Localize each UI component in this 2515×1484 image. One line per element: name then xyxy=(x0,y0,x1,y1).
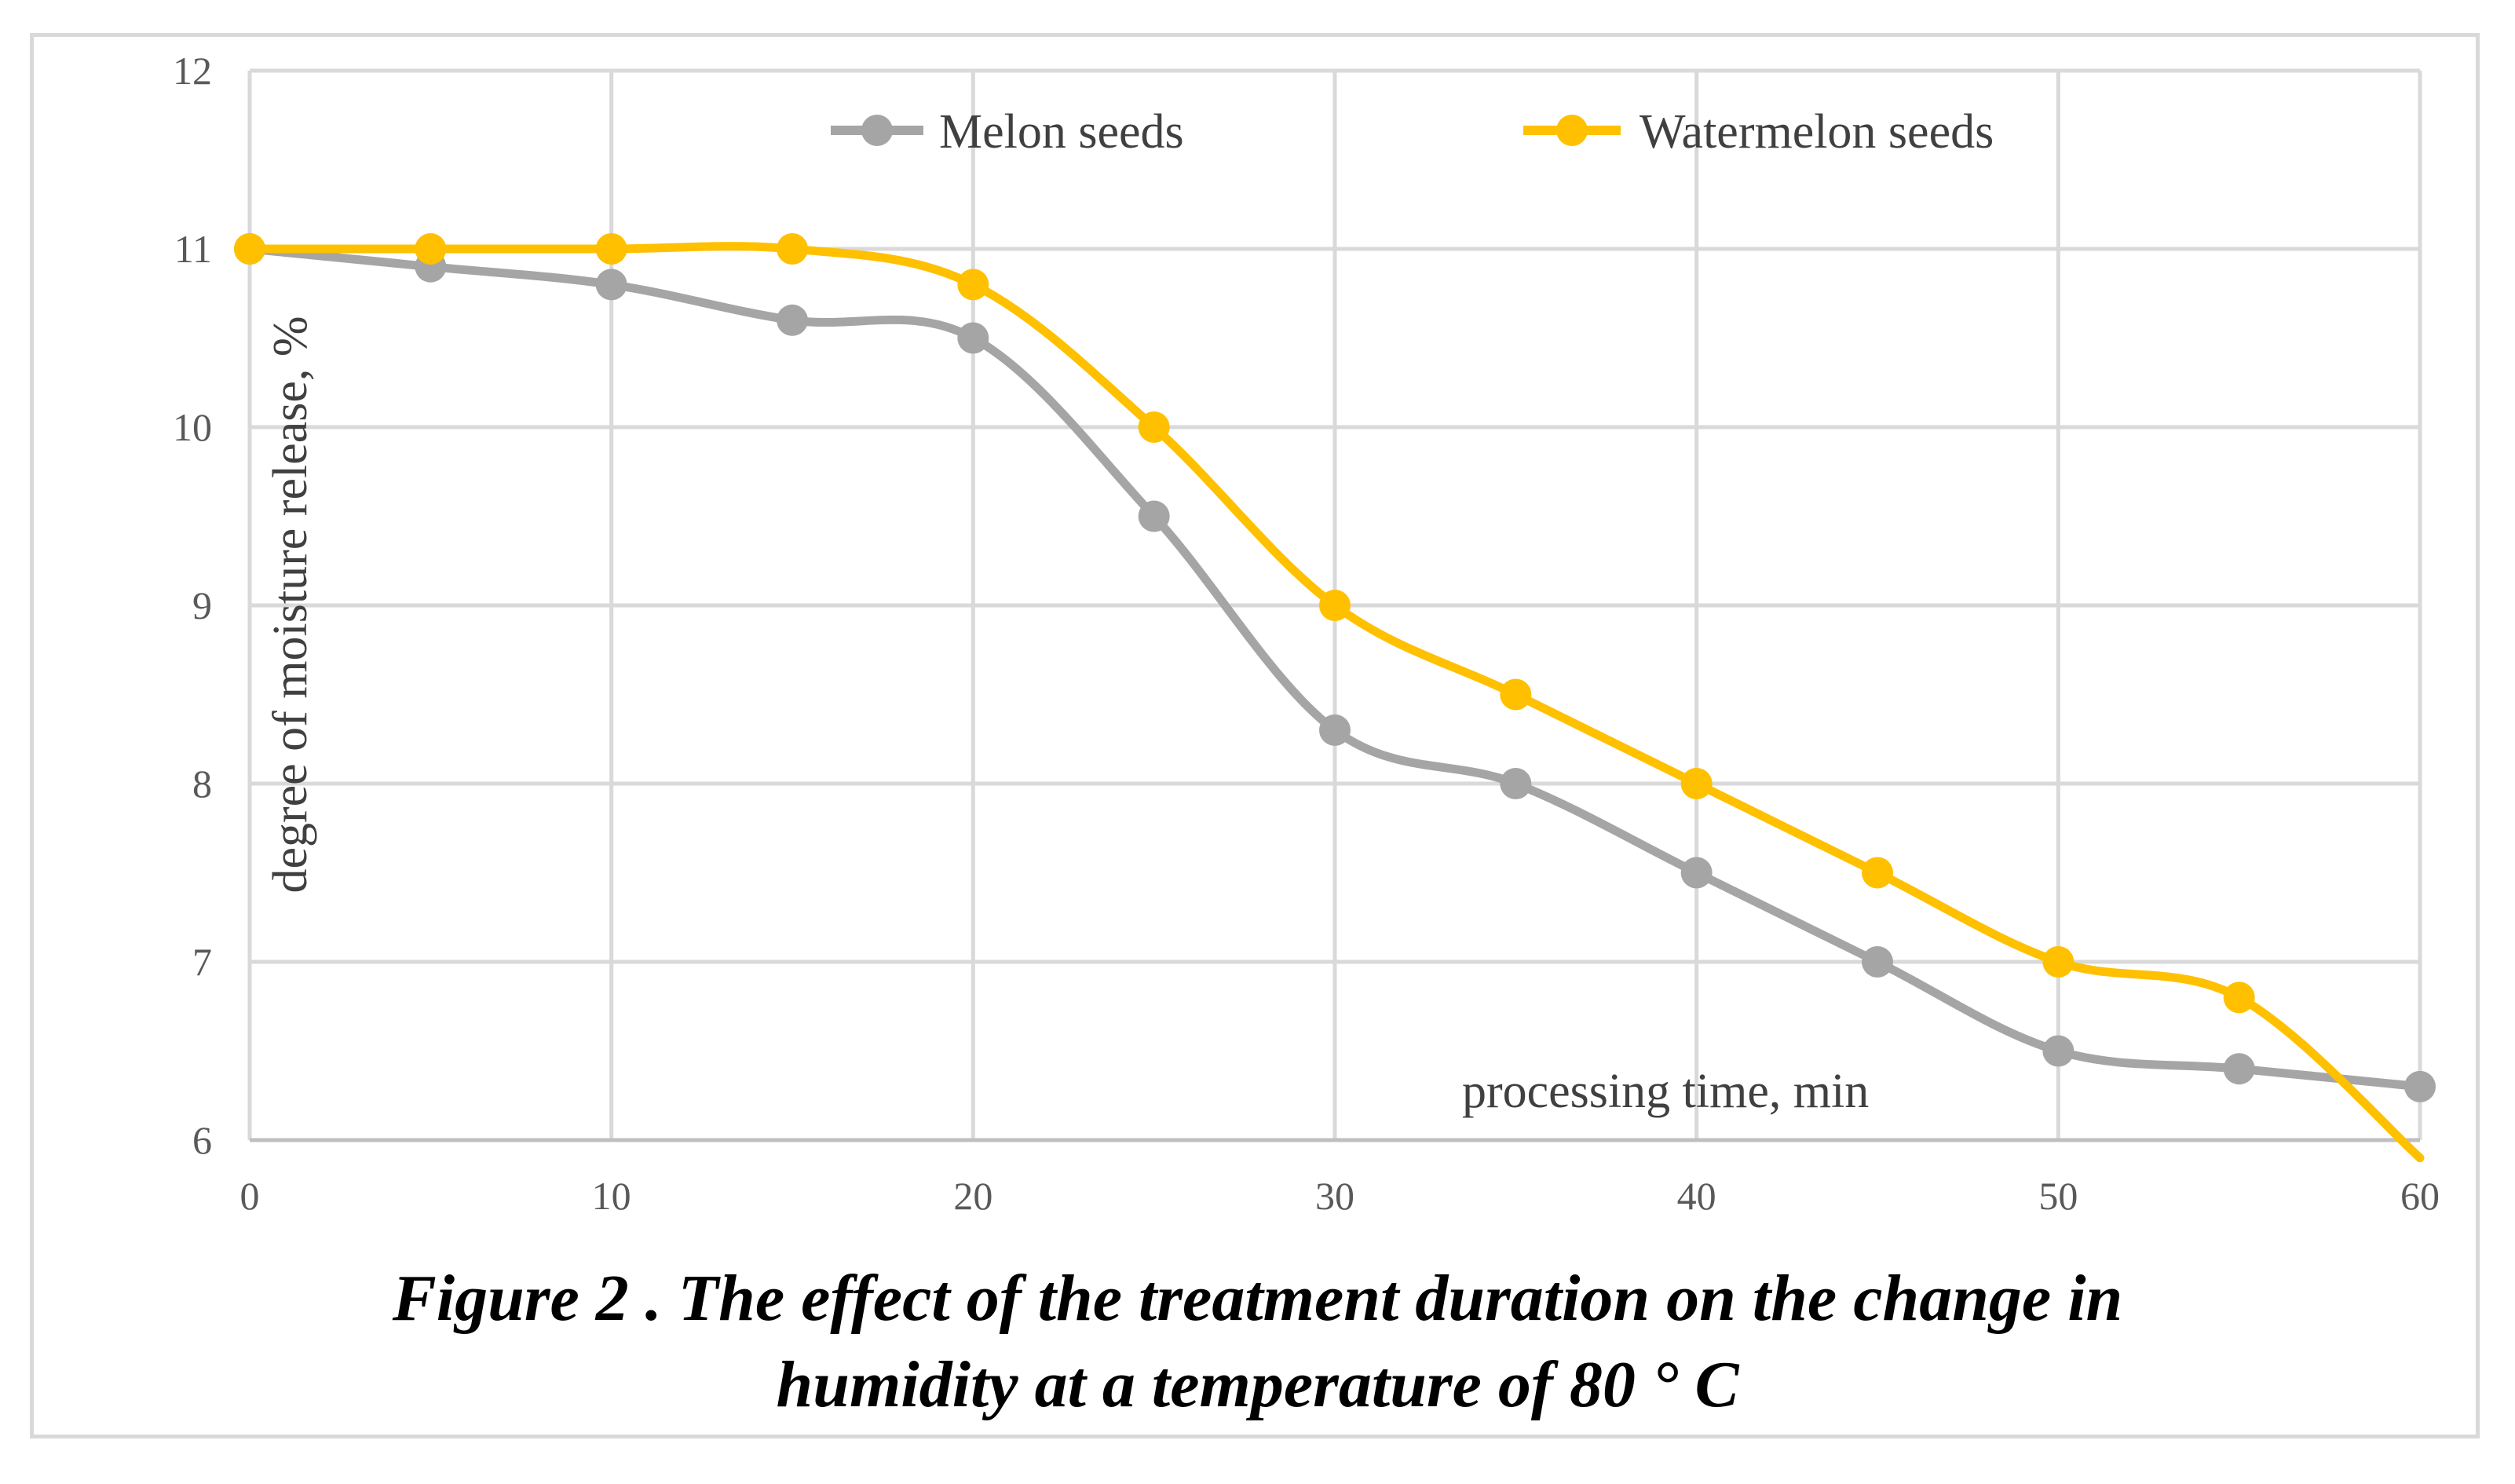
series-markers xyxy=(234,233,2436,1102)
data-point-melon-40 xyxy=(1680,857,1713,889)
y-tick-label-11: 11 xyxy=(174,227,212,271)
legend-swatch-marker-melon xyxy=(861,115,893,146)
data-point-melon-25 xyxy=(1138,500,1170,532)
x-tick-label-30: 30 xyxy=(1315,1174,1354,1218)
x-tick-label-50: 50 xyxy=(2038,1174,2078,1218)
x-axis-title: processing time, min xyxy=(1462,1065,1869,1118)
data-point-melon-10 xyxy=(595,269,627,301)
legend-label-watermelon: Watermelon seeds xyxy=(1640,105,1994,159)
data-point-watermelon-0 xyxy=(234,233,265,265)
data-point-melon-50 xyxy=(2042,1035,2075,1067)
figure-caption-line-1: Figure 2 . The effect of the treatment d… xyxy=(392,1262,2123,1335)
y-tick-label-8: 8 xyxy=(192,762,212,806)
data-point-watermelon-30 xyxy=(1319,590,1351,621)
x-tick-label-0: 0 xyxy=(240,1174,260,1218)
data-point-watermelon-10 xyxy=(595,233,627,265)
data-point-melon-15 xyxy=(777,304,808,336)
x-tick-label-10: 10 xyxy=(592,1174,631,1218)
y-tick-label-12: 12 xyxy=(173,49,212,93)
data-point-watermelon-50 xyxy=(2042,946,2075,978)
x-tick-label-60: 60 xyxy=(2400,1174,2440,1218)
legend-label-melon: Melon seeds xyxy=(939,105,1184,159)
data-point-watermelon-25 xyxy=(1138,411,1170,443)
data-point-watermelon-20 xyxy=(957,269,989,301)
data-point-watermelon-55 xyxy=(2223,981,2255,1014)
legend-item-melon: Melon seeds xyxy=(831,105,1184,159)
data-point-watermelon-15 xyxy=(777,233,808,265)
data-point-watermelon-40 xyxy=(1680,768,1713,799)
y-tick-label-9: 9 xyxy=(192,583,212,627)
data-point-melon-45 xyxy=(1862,946,1893,978)
data-point-melon-30 xyxy=(1319,714,1351,746)
data-point-watermelon-5 xyxy=(415,233,447,265)
x-tick-label-40: 40 xyxy=(1677,1174,1716,1218)
data-point-melon-55 xyxy=(2223,1053,2255,1085)
legend-item-watermelon: Watermelon seeds xyxy=(1523,105,1994,159)
data-point-watermelon-35 xyxy=(1500,678,1532,711)
y-tick-label-7: 7 xyxy=(192,940,212,984)
data-point-melon-60 xyxy=(2404,1070,2436,1102)
legend-swatch-marker-watermelon xyxy=(1556,115,1588,146)
tick-labels: 6 7 8 9 10 11 12 0 10 20 30 40 50 60 xyxy=(173,49,2440,1218)
y-axis-title: degree of moisture release, % xyxy=(264,316,317,893)
data-point-melon-35 xyxy=(1500,768,1532,799)
figure-caption-line-2: humidity at a temperature of 80 ° C xyxy=(776,1348,1739,1421)
legend: Melon seeds Watermelon seeds xyxy=(831,105,1994,159)
data-point-watermelon-45 xyxy=(1862,857,1893,889)
y-tick-label-10: 10 xyxy=(173,405,212,449)
y-tick-label-6: 6 xyxy=(192,1118,212,1162)
data-point-melon-20 xyxy=(957,322,989,354)
x-tick-label-20: 20 xyxy=(953,1174,992,1218)
